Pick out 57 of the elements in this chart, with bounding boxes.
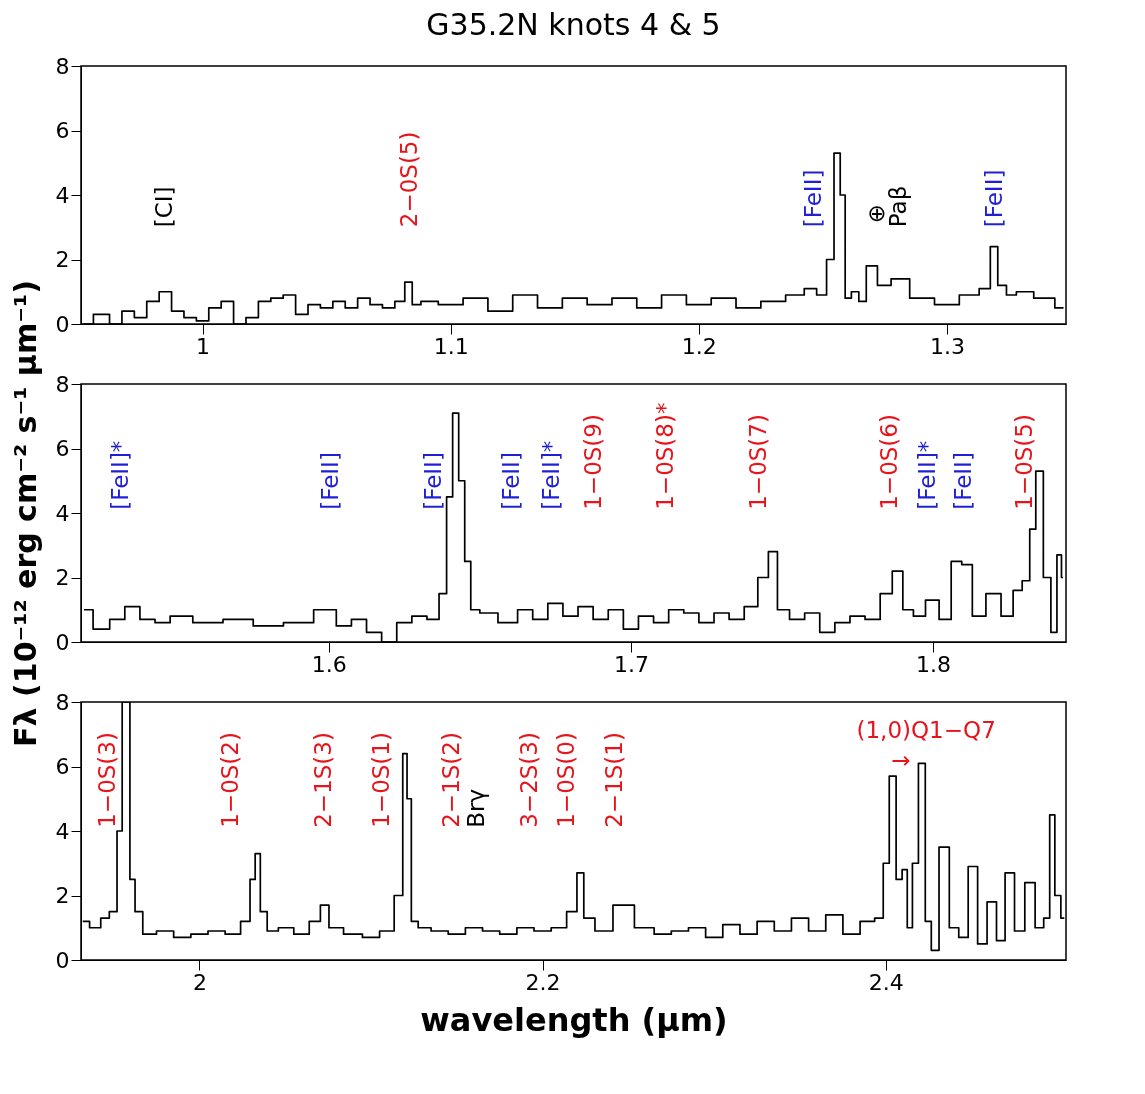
y-tick-label: 0 [55,311,70,337]
x-tick-label: 1.6 [311,651,347,677]
annotation: 1−0S(9) [580,414,607,510]
annotation: 1−0S(7) [745,414,772,510]
annotation: [FeII]* [913,440,940,510]
y-tick-label: 2 [55,883,70,908]
y-tick-label: 8 [55,689,70,715]
annotation: 1−0S(8)* [652,402,679,510]
x-tick-label: 1.7 [613,651,649,677]
annotation: [FeII]* [538,440,565,510]
y-tick-label: 4 [55,818,70,844]
annotation: 1−0S(2) [217,732,244,828]
y-tick-label: 4 [55,182,70,208]
x-tick-label: 2 [192,969,207,995]
y-tick-label: 8 [55,53,70,79]
annotation: 2−1S(1) [601,732,628,828]
y-tick-label: 6 [55,118,70,143]
x-tick-label: 2.4 [868,969,904,995]
y-tick-label: 2 [55,247,70,272]
annotation: ⊕ [867,200,887,227]
annotation: [FeII] [799,169,826,228]
annotation: [FeII]* [107,440,134,510]
annotation: 1−0S(0) [552,732,579,828]
annotation: [FeII] [981,169,1008,228]
annotation: [FeII] [316,452,343,510]
annotation: Brγ [463,788,490,828]
annotation: → [891,747,911,774]
x-tick-label: 1.3 [929,333,965,359]
annotation: [CI] [151,186,178,228]
y-tick-label: 8 [55,371,70,397]
annotation: 1−0S(6) [875,414,902,510]
chart-title: G35.2N knots 4 & 5 [426,7,721,42]
annotation: 2−1S(3) [310,732,337,828]
y-tick-label: 2 [55,565,70,590]
y-tick-label: 6 [55,436,70,461]
x-tick-label: 1 [196,333,211,359]
annotation: 1−0S(1) [368,732,395,828]
annotation: [FeII] [419,452,446,510]
annotation: 2−0S(5) [395,131,422,228]
y-tick-label: 6 [55,754,70,779]
annotation: (1,0)Q1−Q7 [856,717,996,744]
x-tick-label: 1.2 [681,333,717,359]
y-axis-title: Fλ (10⁻¹² erg cm⁻² s⁻¹ μm⁻¹) [7,280,43,747]
annotation: [FeII] [950,452,977,510]
x-tick-label: 2.2 [525,969,561,995]
y-tick-label: 0 [55,629,70,655]
annotation: 1−0S(3) [93,732,120,828]
x-tick-label: 1.1 [433,333,469,359]
annotation: 2−1S(2) [438,732,465,828]
annotation: 1−0S(5) [1011,414,1038,510]
x-axis-title: wavelength (μm) [420,1000,728,1039]
x-tick-label: 1.8 [916,651,952,677]
y-tick-label: 4 [55,500,70,526]
annotation: [FeII] [498,452,525,510]
annotation: 3−2S(3) [516,732,543,828]
y-tick-label: 0 [55,947,70,973]
annotation: Paβ [884,185,911,228]
